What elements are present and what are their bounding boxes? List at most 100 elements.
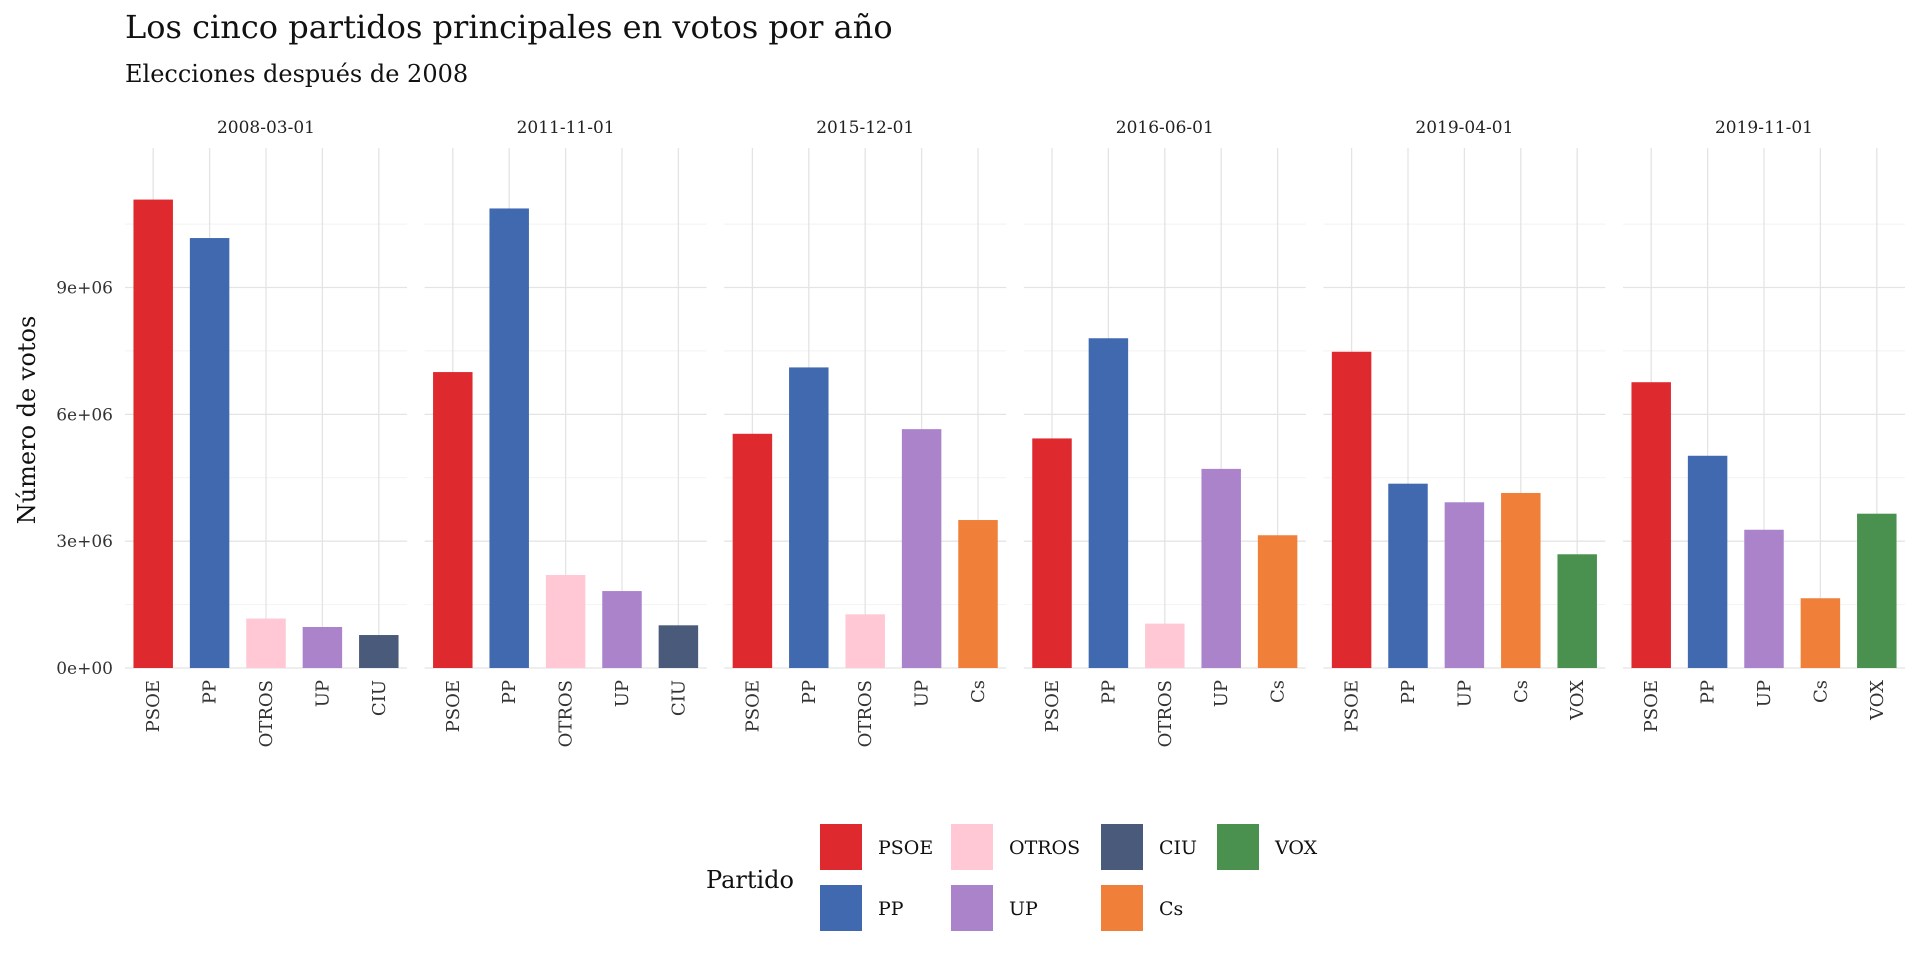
bar-cs — [1501, 492, 1541, 668]
facet-panel: 2016-06-01 PSOE PP OTROS UP Cs — [1023, 118, 1306, 747]
facet-label: 2015-12-01 — [816, 118, 914, 138]
facet-label: 2008-03-01 — [217, 118, 315, 138]
bar-psoe — [133, 199, 173, 668]
x-tick-label: PP — [1698, 680, 1719, 704]
bar-up — [302, 626, 343, 668]
legend-label: PSOE — [878, 837, 933, 859]
facet-panel: 2015-12-01 PSOE PP OTROS UP Cs — [724, 118, 1007, 747]
legend-key-cs — [1101, 885, 1143, 931]
bar-psoe — [732, 433, 773, 668]
legend-item: Cs — [1101, 885, 1183, 931]
x-tick-label: PSOE — [143, 680, 164, 732]
bar-pp — [1088, 338, 1129, 668]
bar-ciu — [359, 635, 399, 668]
legend-item: OTROS — [951, 824, 1080, 870]
legend-label: CIU — [1159, 837, 1197, 859]
bar-otros — [1145, 623, 1185, 668]
legend-item: CIU — [1101, 824, 1197, 870]
facet-panel: 2019-11-01 PSOE PP UP Cs VOX — [1623, 118, 1905, 732]
facet-label: 2019-04-01 — [1415, 118, 1513, 138]
bar-psoe — [1631, 382, 1671, 668]
x-tick-label: OTROS — [256, 680, 277, 747]
bar-psoe — [1032, 438, 1072, 668]
bar-cs — [1257, 535, 1298, 668]
facet-panel: 2008-03-01 PSOE PP OTROS UP CIU 0e+00 3e+06 6e+0… — [56, 118, 407, 747]
x-tick-label: CIU — [668, 680, 689, 716]
legend-label: OTROS — [1009, 837, 1080, 859]
bar-pp — [789, 367, 829, 668]
x-tick-label: PSOE — [742, 680, 763, 732]
bar-pp — [489, 208, 529, 668]
facet-panel: 2019-04-01 PSOE PP UP Cs VOX — [1323, 118, 1606, 732]
x-tick-label: OTROS — [855, 680, 876, 747]
bar-vox — [1557, 554, 1597, 668]
bar-up — [1444, 502, 1485, 668]
bar-pp — [1687, 455, 1728, 668]
y-tick-label: 3e+06 — [56, 532, 113, 552]
legend-key-ciu — [1101, 824, 1143, 870]
y-tick-label: 9e+06 — [56, 279, 113, 299]
x-tick-label: PSOE — [1641, 680, 1662, 732]
x-tick-label: PSOE — [443, 680, 464, 732]
legend-key-vox — [1217, 824, 1259, 870]
x-tick-label: Cs — [1810, 680, 1831, 703]
legend-label: VOX — [1274, 837, 1318, 859]
bar-otros — [545, 574, 586, 668]
legend-item: UP — [951, 885, 1038, 931]
x-tick-label: UP — [912, 680, 933, 707]
bar-up — [1201, 468, 1241, 668]
x-tick-label: UP — [1211, 680, 1232, 707]
x-tick-label: Cs — [1268, 680, 1289, 703]
x-tick-label: Cs — [968, 680, 989, 703]
facet-label: 2019-11-01 — [1715, 118, 1813, 138]
x-tick-label: VOX — [1567, 680, 1588, 721]
legend-key-otros — [951, 824, 993, 870]
bar-up — [602, 591, 642, 668]
legend-item: PSOE — [820, 824, 933, 870]
x-tick-label: UP — [1454, 680, 1475, 707]
legend-item: VOX — [1217, 824, 1318, 870]
y-axis-label: Número de votos — [13, 316, 41, 525]
legend-label: UP — [1009, 898, 1038, 920]
legend-key-up — [951, 885, 993, 931]
x-tick-label: Cs — [1511, 680, 1532, 703]
y-tick-label: 0e+00 — [56, 659, 113, 679]
x-tick-label: PP — [1098, 680, 1119, 704]
x-tick-label: OTROS — [556, 680, 577, 747]
y-tick-label: 6e+06 — [56, 405, 113, 425]
x-tick-label: VOX — [1867, 680, 1888, 721]
bar-otros — [246, 618, 286, 668]
bar-psoe — [1331, 351, 1372, 668]
x-tick-label: PP — [200, 680, 221, 704]
x-tick-label: UP — [612, 680, 633, 707]
facet-panel: 2011-11-01 PSOE PP OTROS UP CIU — [424, 118, 707, 747]
legend-item: PP — [820, 885, 904, 931]
bar-ciu — [658, 625, 699, 668]
chart-subtitle: Elecciones después de 2008 — [125, 60, 468, 88]
bar-pp — [1388, 483, 1428, 668]
bar-cs — [1800, 598, 1841, 668]
facet-label: 2016-06-01 — [1116, 118, 1214, 138]
bar-cs — [958, 520, 998, 668]
bar-up — [901, 429, 942, 668]
legend-key-pp — [820, 885, 862, 931]
bar-psoe — [433, 372, 473, 668]
chart-title: Los cinco partidos principales en votos … — [125, 8, 893, 46]
x-tick-label: CIU — [369, 680, 390, 716]
bar-pp — [189, 238, 230, 669]
x-tick-label: OTROS — [1155, 680, 1176, 747]
legend: Partido PSOE PP OTROS UP CIU Cs VOX — [706, 824, 1318, 931]
x-tick-label: PSOE — [1342, 680, 1363, 732]
facet-panels: 2008-03-01 PSOE PP OTROS UP CIU 0e+00 3e+06 6e+0… — [56, 118, 1905, 747]
x-tick-label: PP — [499, 680, 520, 704]
x-tick-label: PP — [1398, 680, 1419, 704]
facet-label: 2011-11-01 — [517, 118, 615, 138]
legend-title: Partido — [706, 866, 794, 894]
bar-otros — [845, 614, 885, 668]
legend-key-psoe — [820, 824, 862, 870]
bar-up — [1744, 529, 1784, 668]
bar-vox — [1857, 513, 1897, 668]
x-tick-label: PP — [799, 680, 820, 704]
x-tick-label: UP — [312, 680, 333, 707]
